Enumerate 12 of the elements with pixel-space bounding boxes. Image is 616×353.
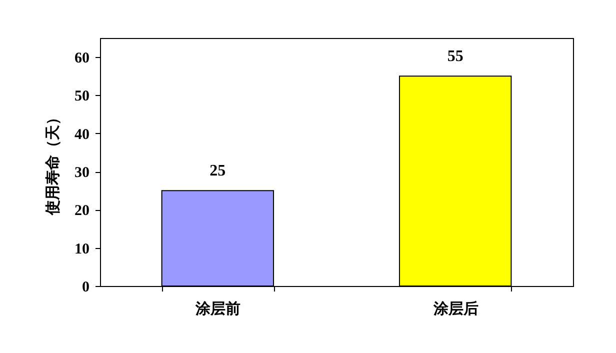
data-label: 25 bbox=[210, 162, 226, 180]
x-tick-label: 涂层后 bbox=[432, 300, 478, 318]
x-tick-label: 涂层前 bbox=[194, 300, 241, 318]
y-tick-label: 60 bbox=[74, 50, 90, 67]
data-label: 55 bbox=[447, 48, 464, 66]
y-tick-label: 20 bbox=[74, 203, 90, 220]
y-tick-label: 40 bbox=[74, 126, 90, 143]
y-axis-title: 使用寿命（天） bbox=[44, 110, 62, 216]
y-tick-label: 0 bbox=[82, 280, 90, 296]
y-tick-label: 30 bbox=[74, 165, 90, 182]
y-tick-label: 10 bbox=[74, 241, 90, 258]
y-tick-label: 50 bbox=[74, 88, 90, 105]
